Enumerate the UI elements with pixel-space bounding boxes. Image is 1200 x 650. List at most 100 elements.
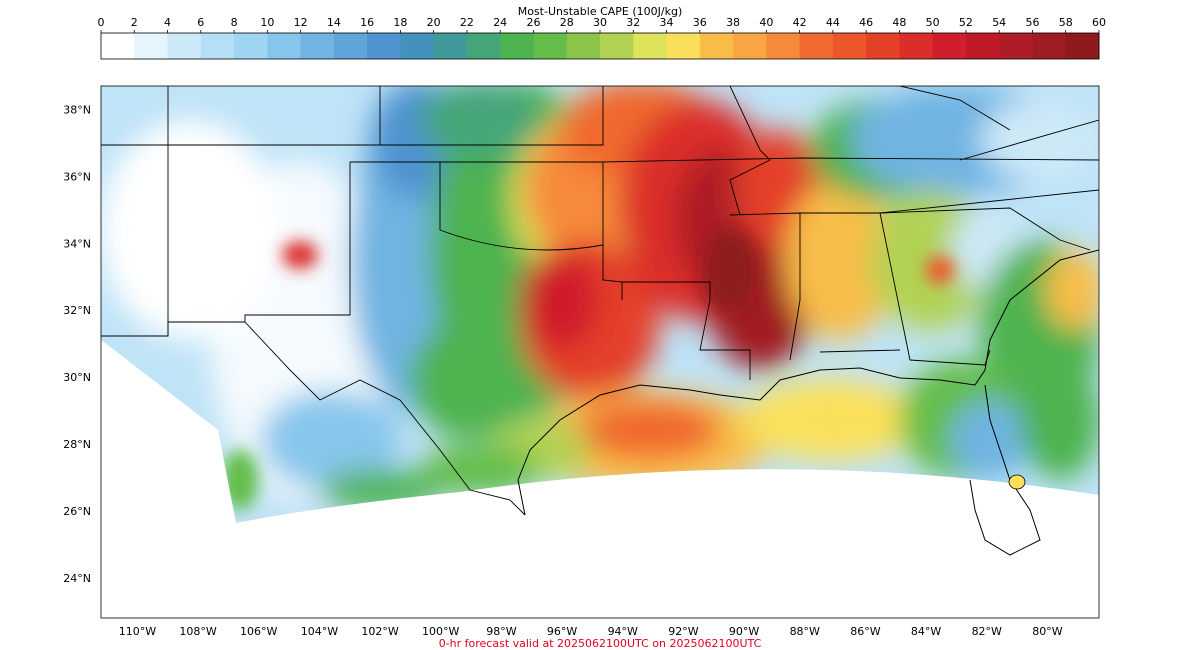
colorbar-swatch bbox=[333, 33, 368, 59]
latitude-labels: 38°N 36°N 34°N 32°N 30°N 28°N 26°N 24°N bbox=[63, 103, 91, 584]
colorbar-tick-label: 54 bbox=[992, 16, 1006, 29]
latitude-label: 32°N bbox=[63, 304, 91, 317]
colorbar-frame bbox=[100, 32, 1100, 60]
colorbar-tick-label: 20 bbox=[427, 16, 441, 29]
colorbar-tick-label: 56 bbox=[1025, 16, 1039, 29]
longitude-label: 106°W bbox=[240, 625, 277, 638]
colorbar-swatch bbox=[134, 33, 169, 59]
colorbar-swatch bbox=[932, 33, 967, 59]
colorbar-tick-labels: 0 2 4 6 8 10 12 14 16 18 20 22 24 26 28 30 32 34 36 38 40 42 4… bbox=[98, 16, 1106, 33]
latitude-label: 30°N bbox=[63, 371, 91, 384]
colorbar-tick-label: 2 bbox=[131, 16, 138, 29]
longitude-label: 80°W bbox=[1032, 625, 1062, 638]
latitude-label: 24°N bbox=[63, 572, 91, 585]
colorbar-swatch bbox=[167, 33, 202, 59]
longitude-label: 100°W bbox=[422, 625, 459, 638]
colorbar-swatch bbox=[733, 33, 767, 59]
map-frame bbox=[100, 85, 1100, 619]
colorbar-tick-label: 58 bbox=[1059, 16, 1073, 29]
longitude-labels: 110°W 108°W 106°W 104°W 102°W 100°W 98°W 96°W 94… bbox=[119, 625, 1063, 638]
colorbar-tick-label: 50 bbox=[926, 16, 940, 29]
colorbar-tick-label: 48 bbox=[892, 16, 906, 29]
colorbar-tick-label: 10 bbox=[260, 16, 274, 29]
colorbar-tick-label: 38 bbox=[726, 16, 740, 29]
longitude-label: 86°W bbox=[850, 625, 880, 638]
lake-okeechobee bbox=[1008, 474, 1026, 490]
colorbar bbox=[101, 33, 1100, 59]
colorbar-swatch bbox=[500, 33, 534, 59]
colorbar-swatch bbox=[799, 33, 834, 59]
latitude-label: 34°N bbox=[63, 237, 91, 250]
colorbar-swatch bbox=[866, 33, 900, 59]
colorbar-tick-label: 52 bbox=[959, 16, 973, 29]
colorbar-swatch bbox=[200, 33, 235, 59]
domain-mask bbox=[101, 340, 1099, 618]
latitude-label: 38°N bbox=[63, 103, 91, 116]
colorbar-swatch bbox=[433, 33, 468, 59]
longitude-label: 96°W bbox=[547, 625, 577, 638]
colorbar-tick-label: 32 bbox=[626, 16, 640, 29]
map-panel bbox=[101, 86, 1099, 618]
colorbar-swatch bbox=[633, 33, 668, 59]
longitude-label: 82°W bbox=[972, 625, 1002, 638]
colorbar-swatch bbox=[600, 33, 634, 59]
colorbar-swatch bbox=[234, 33, 268, 59]
colorbar-tick-label: 46 bbox=[859, 16, 873, 29]
forecast-validity-label: 0-hr forecast valid at 2025062100UTC on … bbox=[439, 637, 762, 650]
longitude-label: 94°W bbox=[608, 625, 638, 638]
colorbar-tick-label: 42 bbox=[793, 16, 807, 29]
colorbar-swatch bbox=[466, 33, 501, 59]
longitude-label: 90°W bbox=[729, 625, 759, 638]
latitude-label: 26°N bbox=[63, 505, 91, 518]
colorbar-swatch bbox=[999, 33, 1033, 59]
colorbar-tick-label: 36 bbox=[693, 16, 707, 29]
longitude-label: 102°W bbox=[361, 625, 398, 638]
colorbar-title: Most-Unstable CAPE (100J/kg) bbox=[518, 5, 683, 18]
longitude-label: 104°W bbox=[301, 625, 338, 638]
colorbar-tick-label: 40 bbox=[759, 16, 773, 29]
colorbar-swatch bbox=[666, 33, 701, 59]
colorbar-swatch bbox=[899, 33, 934, 59]
colorbar-tick-label: 6 bbox=[197, 16, 204, 29]
colorbar-tick-label: 12 bbox=[294, 16, 308, 29]
colorbar-tick-label: 34 bbox=[660, 16, 674, 29]
latitude-label: 28°N bbox=[63, 438, 91, 451]
colorbar-swatch bbox=[533, 33, 568, 59]
coastline bbox=[517, 249, 1099, 556]
longitude-label: 108°W bbox=[179, 625, 216, 638]
colorbar-tick-label: 14 bbox=[327, 16, 341, 29]
colorbar-swatch bbox=[699, 33, 734, 59]
colorbar-tick-label: 4 bbox=[164, 16, 171, 29]
longitude-label: 92°W bbox=[668, 625, 698, 638]
cape-field bbox=[101, 86, 1099, 523]
colorbar-tick-label: 28 bbox=[560, 16, 574, 29]
colorbar-tick-label: 44 bbox=[826, 16, 840, 29]
longitude-label: 84°W bbox=[911, 625, 941, 638]
colorbar-swatch bbox=[832, 33, 867, 59]
colorbar-tick-label: 0 bbox=[98, 16, 105, 29]
colorbar-swatch bbox=[1065, 33, 1100, 59]
longitude-label: 98°W bbox=[486, 625, 516, 638]
latitude-label: 36°N bbox=[63, 170, 91, 183]
colorbar-swatch bbox=[400, 33, 435, 59]
colorbar-tick-label: 24 bbox=[493, 16, 507, 29]
colorbar-tick-label: 30 bbox=[593, 16, 607, 29]
longitude-label: 110°W bbox=[119, 625, 156, 638]
colorbar-swatch bbox=[300, 33, 335, 59]
colorbar-swatch bbox=[965, 33, 1000, 59]
state-boundaries bbox=[101, 86, 1099, 516]
longitude-label: 88°W bbox=[790, 625, 820, 638]
colorbar-tick-label: 8 bbox=[231, 16, 238, 29]
colorbar-tick-label: 22 bbox=[460, 16, 474, 29]
colorbar-tick-label: 18 bbox=[393, 16, 407, 29]
colorbar-swatch bbox=[267, 33, 302, 59]
colorbar-tick-label: 60 bbox=[1092, 16, 1106, 29]
colorbar-swatch bbox=[367, 33, 401, 59]
colorbar-swatch bbox=[566, 33, 601, 59]
colorbar-swatch bbox=[101, 33, 135, 59]
colorbar-tick-label: 26 bbox=[526, 16, 540, 29]
colorbar-swatch bbox=[766, 33, 801, 59]
colorbar-swatch bbox=[1032, 33, 1067, 59]
colorbar-tick-label: 16 bbox=[360, 16, 374, 29]
